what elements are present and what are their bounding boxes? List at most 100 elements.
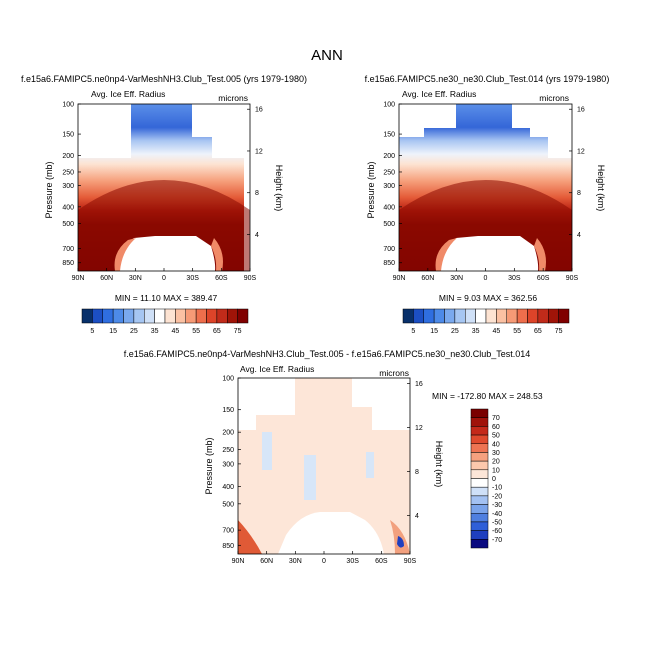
- panel-diff-ylabel: Pressure (mb): [204, 437, 214, 494]
- panel-left-field: [78, 104, 250, 271]
- colorbar-label: -60: [492, 528, 502, 535]
- colorbar-swatch: [92, 308, 103, 324]
- x-tick-label: 30N: [450, 275, 463, 282]
- x-tick-label: 0: [162, 275, 166, 282]
- x-tick-label: 30S: [508, 275, 521, 282]
- y-right-tick-label: 4: [577, 232, 581, 239]
- colorbar-swatch: [470, 426, 489, 436]
- y-tick-label: 500: [383, 221, 395, 228]
- colorbar-swatch: [516, 308, 528, 324]
- y-right-tick-label: 4: [255, 232, 259, 239]
- colorbar-swatch: [465, 308, 476, 324]
- y-tick-label: 500: [62, 221, 74, 228]
- colorbar-swatch: [206, 308, 218, 324]
- y-tick-label: 100: [222, 376, 234, 383]
- colorbar-label: 60: [492, 424, 500, 431]
- panel-diff-stats: MIN = -172.80 MAX = 248.53: [432, 391, 543, 401]
- colorbar-swatch: [454, 308, 466, 324]
- colorbar-swatch: [227, 308, 238, 324]
- colorbar-label: -70: [492, 537, 502, 544]
- colorbar-swatch: [496, 308, 507, 324]
- colorbar-label: -10: [492, 485, 502, 492]
- colorbar-label: 5: [411, 328, 415, 335]
- colorbar-label: 35: [151, 328, 159, 335]
- colorbar-swatch: [133, 308, 145, 324]
- colorbar-swatch: [470, 486, 489, 497]
- y-tick-label: 200: [222, 430, 234, 437]
- x-tick-label: 30N: [289, 558, 302, 565]
- colorbar-swatch: [558, 308, 570, 324]
- panel-diff-ylabel-right: Height (km): [434, 441, 444, 488]
- colorbar-label: 25: [130, 328, 138, 335]
- panel-left-lower-plume-left: [114, 238, 136, 271]
- panel-diff-negative-patch-1: [262, 432, 272, 470]
- y-tick-label: 850: [383, 260, 395, 267]
- colorbar-swatch: [216, 308, 228, 324]
- colorbar-swatch: [185, 308, 197, 324]
- x-tick-label: 90N: [393, 275, 406, 282]
- colorbar-label: 65: [213, 328, 221, 335]
- panel-right-missing-region: [441, 236, 539, 271]
- y-tick-label: 200: [62, 153, 74, 160]
- panel-left: f.e15a6.FAMIPC5.ne0np4-VarMeshNH3.Club_T…: [21, 74, 307, 335]
- panel-right-subtitle: Avg. Ice Eff. Radius: [402, 89, 476, 99]
- colorbar-swatch: [164, 308, 176, 324]
- x-tick-label: 60S: [375, 558, 388, 565]
- y-tick-label: 150: [383, 132, 395, 139]
- colorbar-swatch: [413, 308, 424, 324]
- y-tick-label: 400: [383, 204, 395, 211]
- colorbar-swatch: [423, 308, 435, 324]
- colorbar-swatch: [470, 417, 489, 427]
- panel-left-stats: MIN = 11.10 MAX = 389.47: [115, 293, 218, 303]
- panel-right: f.e15a6.FAMIPC5.ne30_ne30.Club_Test.014 …: [365, 74, 610, 335]
- panel-diff-units: microns: [379, 368, 409, 378]
- panel-diff-missing-region: [278, 512, 384, 554]
- y-right-tick-label: 16: [255, 107, 263, 114]
- y-tick-label: 700: [62, 246, 74, 253]
- colorbar-label: 45: [171, 328, 179, 335]
- colorbar-swatch: [537, 308, 549, 324]
- y-tick-label: 200: [383, 153, 395, 160]
- colorbar-label: -40: [492, 511, 502, 518]
- colorbar-swatch: [548, 308, 559, 324]
- x-tick-label: 0: [322, 558, 326, 565]
- y-right-tick-label: 16: [577, 107, 585, 114]
- colorbar-swatch: [470, 521, 489, 531]
- colorbar-label: 45: [492, 328, 500, 335]
- y-tick-label: 300: [222, 461, 234, 468]
- y-tick-label: 850: [62, 260, 74, 267]
- colorbar-swatch: [470, 434, 489, 444]
- colorbar-swatch: [154, 308, 166, 324]
- y-right-tick-label: 8: [577, 190, 581, 197]
- panel-diff-main-area: [238, 378, 410, 554]
- panel-diff-positive-edge-left: [238, 520, 262, 554]
- panel-diff: f.e15a6.FAMIPC5.ne0np4-VarMeshNH3.Club_T…: [124, 349, 543, 565]
- colorbar-swatch: [470, 443, 489, 453]
- panel-right-lower-plume-right: [534, 238, 546, 271]
- panel-left-ylabel-right: Height (km): [274, 165, 284, 212]
- panel-right-title: f.e15a6.FAMIPC5.ne30_ne30.Club_Test.014 …: [365, 74, 610, 84]
- colorbar-label: 55: [192, 328, 200, 335]
- colorbar-swatch: [470, 504, 489, 514]
- page-title: ANN: [311, 47, 343, 64]
- colorbar-swatch: [81, 308, 93, 324]
- y-tick-label: 150: [62, 132, 74, 139]
- y-right-tick-label: 12: [577, 148, 585, 155]
- colorbar-swatch: [527, 308, 539, 324]
- panel-diff-negative-patch-2: [304, 455, 316, 500]
- x-tick-label: 60S: [215, 275, 228, 282]
- colorbar-swatch: [470, 452, 489, 462]
- x-tick-label: 90N: [72, 275, 85, 282]
- y-tick-label: 250: [222, 447, 234, 454]
- colorbar-swatch: [144, 308, 155, 324]
- colorbar-swatch: [102, 308, 114, 324]
- colorbar-swatch: [470, 460, 489, 471]
- colorbar-swatch: [470, 539, 489, 549]
- colorbar-label: 75: [555, 328, 563, 335]
- y-tick-label: 500: [222, 501, 234, 508]
- colorbar-label: 70: [492, 415, 500, 422]
- x-tick-label: 30S: [186, 275, 199, 282]
- colorbar-label: 5: [90, 328, 94, 335]
- panel-left-missing-region: [120, 236, 216, 271]
